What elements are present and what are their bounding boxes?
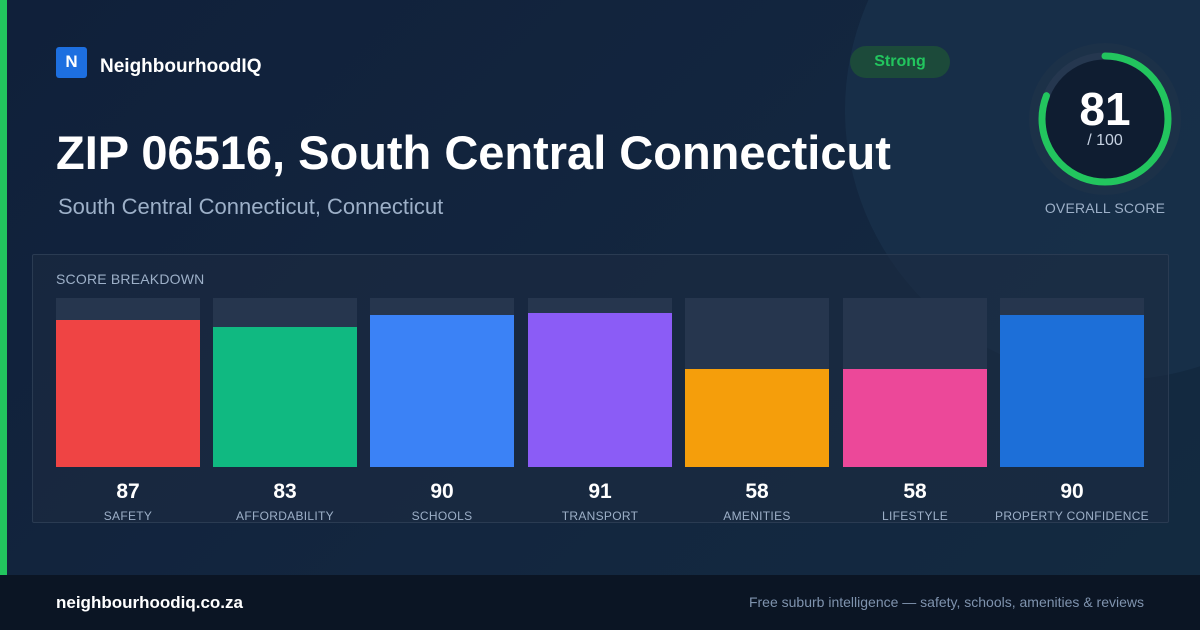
score-bar-label: AMENITIES xyxy=(723,509,791,523)
footer: neighbourhoodiq.co.za Free suburb intell… xyxy=(0,575,1200,630)
overall-score-value: 81 xyxy=(1079,83,1131,135)
score-bar-fill xyxy=(1000,315,1144,467)
score-bar-safety: 87 SAFETY xyxy=(56,298,200,523)
brand: N NeighbourhoodIQ xyxy=(56,46,261,78)
score-bar-property-confidence: 90 PROPERTY CONFIDENCE xyxy=(995,298,1149,523)
score-bar-label: AFFORDABILITY xyxy=(236,509,334,523)
score-bar-track xyxy=(1000,298,1144,467)
score-bar-value: 58 xyxy=(745,480,769,503)
score-bar-fill xyxy=(370,315,514,467)
score-bar-value: 87 xyxy=(116,480,140,503)
score-bar-track xyxy=(685,298,829,467)
score-bar-fill xyxy=(56,320,200,467)
score-bar-lifestyle: 58 LIFESTYLE xyxy=(843,298,987,523)
overall-score-max: / 100 xyxy=(1087,132,1123,149)
score-bar-transport: 91 TRANSPORT xyxy=(528,298,672,523)
score-bar-value: 58 xyxy=(903,480,927,503)
score-bar-label: LIFESTYLE xyxy=(881,509,949,523)
score-bar-affordability: 83 AFFORDABILITY xyxy=(213,298,357,523)
score-ring-progress xyxy=(1038,52,1172,186)
score-bar-value: 83 xyxy=(273,480,297,503)
page-title: ZIP 06516, South Central Connecticut xyxy=(56,126,891,179)
score-bar-label: TRANSPORT xyxy=(561,509,639,523)
score-bar-schools: 90 SCHOOLS xyxy=(370,298,514,523)
score-bar-track xyxy=(370,298,514,467)
score-bar-label: SAFETY xyxy=(103,509,153,523)
score-bar-track xyxy=(56,298,200,467)
score-bar-label: SCHOOLS xyxy=(411,509,473,523)
page-subtitle: South Central Connecticut, Connecticut xyxy=(58,194,444,219)
accent-bar xyxy=(0,0,7,575)
score-bar-value: 90 xyxy=(430,480,454,503)
score-bar-track xyxy=(843,298,987,467)
score-bar-fill xyxy=(843,369,987,467)
score-bar-value: 91 xyxy=(588,480,612,503)
score-bar-label: PROPERTY CONFIDENCE xyxy=(995,509,1149,523)
brand-logo-icon: N xyxy=(56,46,87,78)
status-badge: Strong xyxy=(850,46,950,78)
score-breakdown-title: SCORE BREAKDOWN xyxy=(56,271,205,287)
footer-domain: neighbourhoodiq.co.za xyxy=(56,593,243,612)
brand-name: NeighbourhoodIQ xyxy=(100,56,262,77)
score-bar-fill xyxy=(213,327,357,467)
score-bar-value: 90 xyxy=(1060,480,1084,503)
score-bar-track xyxy=(213,298,357,467)
footer-tagline: Free suburb intelligence — safety, schoo… xyxy=(748,594,1144,610)
score-bar-amenities: 58 AMENITIES xyxy=(685,298,829,523)
score-bar-track xyxy=(528,298,672,467)
overall-score-label: OVERALL SCORE xyxy=(1044,200,1166,216)
overall-score-ring xyxy=(1029,43,1181,195)
score-bar-fill xyxy=(685,369,829,467)
score-bar-fill xyxy=(528,313,672,467)
